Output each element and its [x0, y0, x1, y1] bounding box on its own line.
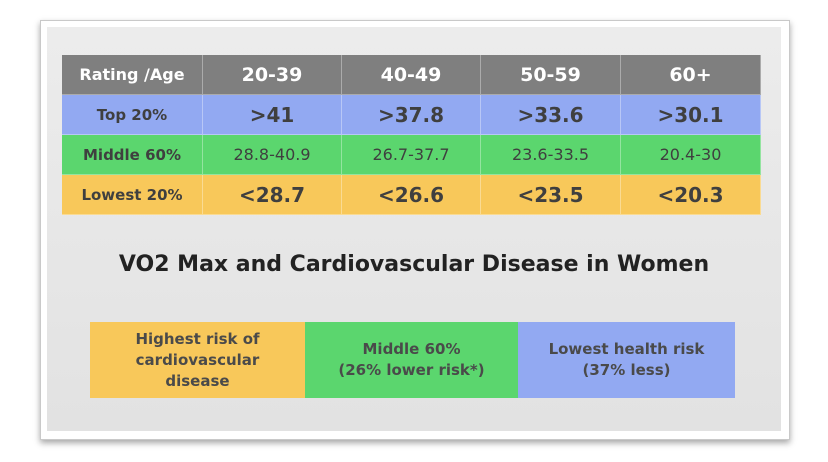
row-label-middle-60: Middle 60%	[62, 135, 203, 175]
table-cell: 28.8-40.9	[203, 135, 342, 175]
table-row-top-20: Top 20% >41 >37.8 >33.6 >30.1	[62, 95, 761, 135]
header-age-60-plus: 60+	[621, 55, 761, 95]
legend-middle-risk: Middle 60% (26% lower risk*)	[305, 322, 518, 398]
table-row-middle-60: Middle 60% 28.8-40.9 26.7-37.7 23.6-33.5…	[62, 135, 761, 175]
table-cell: <20.3	[621, 175, 761, 215]
row-label-lowest-20: Lowest 20%	[62, 175, 203, 215]
row-label-top-20: Top 20%	[62, 95, 203, 135]
table-cell: >33.6	[481, 95, 621, 135]
legend-highest-risk: Highest risk of cardiovascular disease	[90, 322, 305, 398]
slide: Rating /Age 20-39 40-49 50-59 60+ Top 20…	[47, 27, 781, 431]
table-cell: 26.7-37.7	[342, 135, 481, 175]
slide-title: VO2 Max and Cardiovascular Disease in Wo…	[118, 252, 710, 277]
header-age-40-49: 40-49	[342, 55, 481, 95]
table-row-lowest-20: Lowest 20% <28.7 <26.6 <23.5 <20.3	[62, 175, 761, 215]
table-cell: 23.6-33.5	[481, 135, 621, 175]
legend-lowest-risk: Lowest health risk (37% less)	[518, 322, 735, 398]
risk-legend: Highest risk of cardiovascular disease M…	[90, 322, 735, 398]
table-cell: >41	[203, 95, 342, 135]
table-header-row: Rating /Age 20-39 40-49 50-59 60+	[62, 55, 761, 95]
header-age-20-39: 20-39	[203, 55, 342, 95]
table-cell: >37.8	[342, 95, 481, 135]
table-cell: >30.1	[621, 95, 761, 135]
header-age-50-59: 50-59	[481, 55, 621, 95]
table-cell: <26.6	[342, 175, 481, 215]
table-cell: 20.4-30	[621, 135, 761, 175]
header-rating-age: Rating /Age	[62, 55, 203, 95]
vo2-max-table: Rating /Age 20-39 40-49 50-59 60+ Top 20…	[62, 55, 761, 215]
table-cell: <23.5	[481, 175, 621, 215]
table-cell: <28.7	[203, 175, 342, 215]
